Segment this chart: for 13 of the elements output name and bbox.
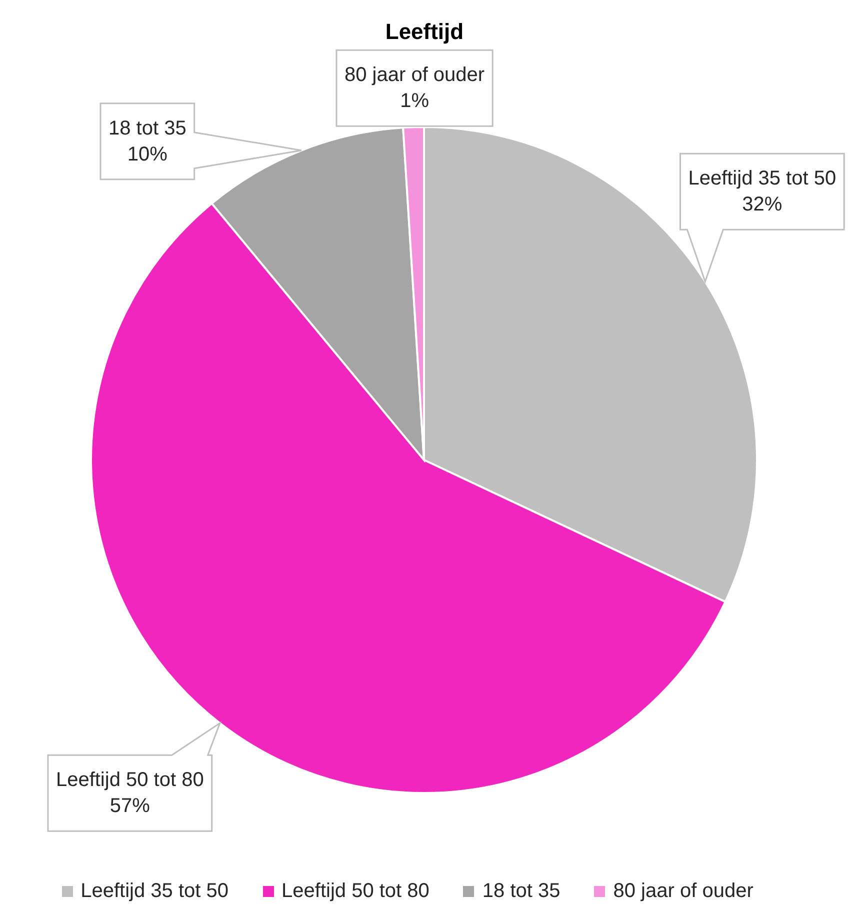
data-label: 1% <box>400 90 430 112</box>
legend-label: 18 tot 35 <box>482 880 560 902</box>
data-label: 57% <box>110 795 150 818</box>
legend-label: Leeftijd 35 tot 50 <box>80 880 229 902</box>
slice-label: Leeftijd 35 tot 50 <box>688 168 836 190</box>
legend-label: 80 jaar of ouder <box>613 880 754 902</box>
legend-label: Leeftijd 50 tot 80 <box>282 880 430 902</box>
chart-title: Leeftijd <box>384 19 465 45</box>
data-label: 10% <box>127 143 168 166</box>
slice-label: 80 jaar of ouder <box>344 64 485 86</box>
slice-label: Leeftijd 50 tot 80 <box>56 769 204 792</box>
data-label: 32% <box>742 194 782 216</box>
slice-label: 18 tot 35 <box>108 117 186 140</box>
